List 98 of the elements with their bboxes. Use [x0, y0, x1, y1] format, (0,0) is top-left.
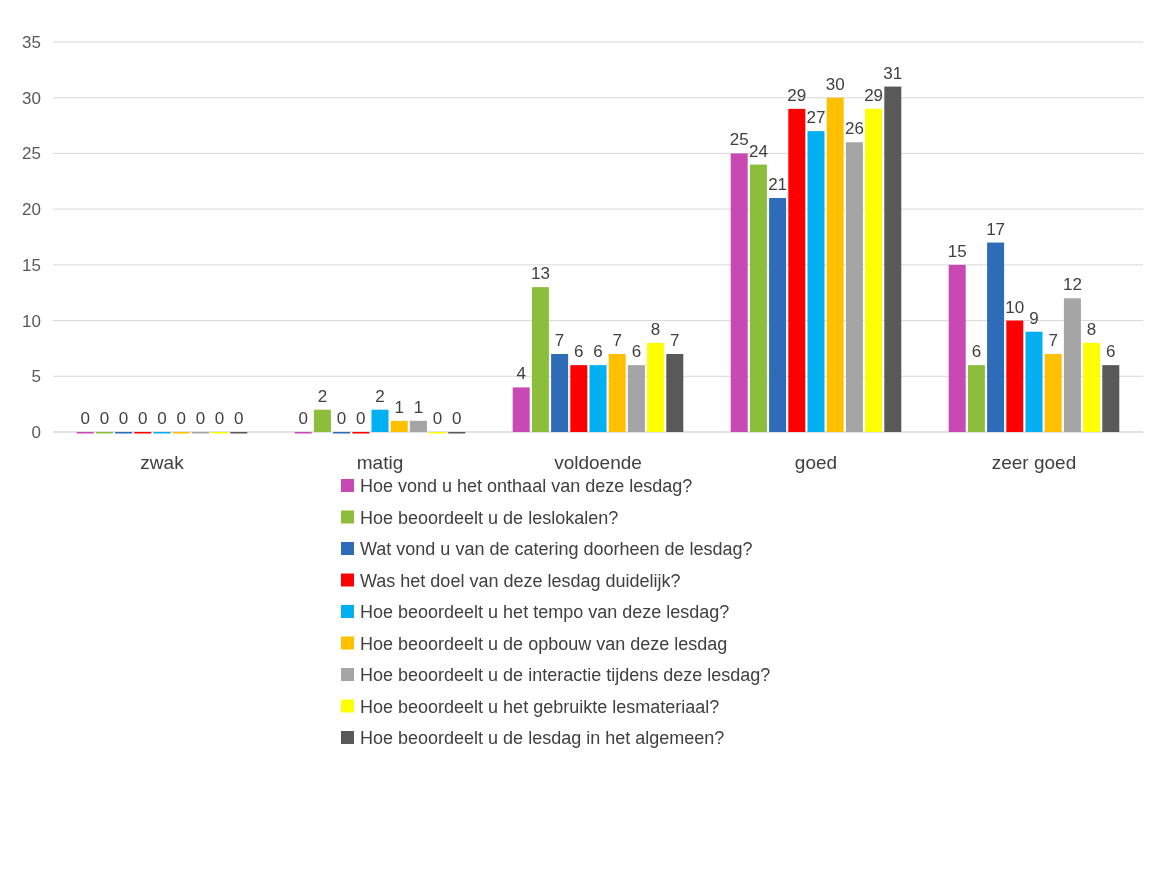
data-label: 0	[452, 409, 462, 428]
data-label: 10	[1005, 297, 1025, 317]
x-tick-label: matig	[356, 452, 404, 473]
y-tick-label: 10	[22, 311, 41, 331]
data-label: 0	[99, 409, 110, 428]
data-label: 0	[214, 409, 225, 428]
data-label: 7	[612, 331, 622, 350]
bar	[865, 108, 883, 432]
legend-label: Was het doel van deze lesdag duidelijk?	[360, 570, 681, 591]
bar	[845, 142, 863, 432]
bar	[531, 287, 549, 432]
data-label: 0	[195, 409, 206, 428]
data-label: 7	[1048, 331, 1058, 350]
data-label: 12	[1062, 275, 1082, 295]
data-label: 9	[1029, 308, 1039, 328]
bar	[1083, 342, 1101, 432]
data-label: 30	[825, 74, 845, 94]
data-label: 13	[530, 264, 550, 284]
legend-label: Hoe beoordeelt u het gebruikte lesmateriaal?	[360, 696, 720, 717]
legend-label: Hoe beoordeelt u de lesdag in het algemeen?	[360, 728, 725, 749]
legend-label: Wat vond u van de catering doorheen de lesdag?	[360, 539, 753, 560]
bar	[807, 131, 825, 432]
y-tick-label: 30	[22, 88, 41, 108]
data-label: 1	[394, 397, 404, 417]
data-label: 7	[670, 331, 680, 350]
data-label: 8	[1086, 319, 1097, 339]
data-label: 6	[631, 342, 642, 362]
bar	[788, 108, 806, 432]
data-label: 4	[516, 364, 526, 384]
bar	[666, 354, 684, 432]
bar	[313, 409, 331, 432]
data-label: 7	[554, 331, 565, 350]
bar	[589, 365, 607, 432]
bar	[627, 365, 645, 432]
x-tick-label: zwak	[140, 452, 185, 473]
data-label: 21	[768, 175, 788, 194]
data-label: 0	[336, 409, 347, 428]
x-tick-label: goed	[794, 452, 838, 473]
data-label: 17	[986, 219, 1006, 239]
bar	[390, 420, 408, 432]
data-label: 29	[787, 85, 807, 105]
bar	[987, 242, 1005, 432]
data-label: 1	[413, 397, 424, 417]
data-label: 6	[1106, 342, 1116, 362]
bar	[826, 97, 844, 432]
data-label: 27	[806, 108, 826, 128]
data-label: 15	[947, 241, 967, 261]
bar	[769, 198, 787, 432]
data-label: 6	[971, 342, 982, 362]
data-label: 29	[864, 85, 884, 105]
bar	[371, 409, 389, 432]
data-label: 2	[317, 386, 328, 406]
data-label: 0	[432, 409, 443, 428]
bar	[551, 354, 569, 432]
bar	[1006, 320, 1024, 432]
bar	[1025, 331, 1043, 432]
data-label: 25	[729, 130, 749, 150]
data-label: 26	[844, 119, 864, 139]
data-label: 0	[234, 409, 244, 428]
data-label: 6	[574, 342, 584, 362]
data-label: 0	[157, 409, 167, 428]
bar	[749, 164, 767, 432]
data-label: 0	[176, 409, 186, 428]
x-tick-label: voldoende	[554, 452, 642, 473]
data-label: 0	[80, 409, 90, 428]
y-tick-label: 0	[31, 422, 41, 442]
bar	[647, 342, 665, 432]
legend-label: Hoe beoordeelt u de interactie tijdens deze lesdag?	[360, 665, 771, 686]
data-label: 31	[883, 63, 903, 83]
bar	[409, 420, 427, 432]
y-tick-label: 5	[31, 367, 41, 387]
bar	[608, 354, 626, 432]
data-label: 8	[650, 319, 661, 339]
data-label: 0	[356, 409, 366, 428]
bar	[884, 86, 902, 432]
bar	[1102, 365, 1120, 432]
y-tick-label: 35	[22, 32, 41, 52]
legend-label: Hoe beoordeelt u de opbouw van deze lesdag	[360, 633, 728, 654]
bar	[1044, 354, 1062, 432]
bar	[1063, 298, 1081, 432]
bar	[948, 264, 966, 432]
x-tick-label: zeer goed	[991, 452, 1077, 473]
data-label: 6	[593, 342, 603, 362]
legend-label: Hoe beoordeelt u de leslokalen?	[360, 507, 619, 528]
data-label: 24	[748, 141, 768, 161]
legend-label: Hoe beoordeelt u het tempo van deze lesdag?	[360, 602, 730, 623]
bar	[570, 365, 588, 432]
bar	[512, 387, 530, 432]
data-label: 0	[298, 409, 308, 428]
data-label: 0	[138, 409, 148, 428]
y-tick-label: 15	[22, 255, 41, 275]
bar	[730, 153, 748, 432]
y-tick-label: 20	[22, 200, 41, 220]
legend-label: Hoe vond u het onthaal van deze lesdag?	[360, 476, 693, 497]
data-label: 2	[375, 386, 385, 406]
data-label: 0	[118, 409, 129, 428]
y-tick-label: 25	[22, 144, 41, 164]
bar	[967, 365, 985, 432]
